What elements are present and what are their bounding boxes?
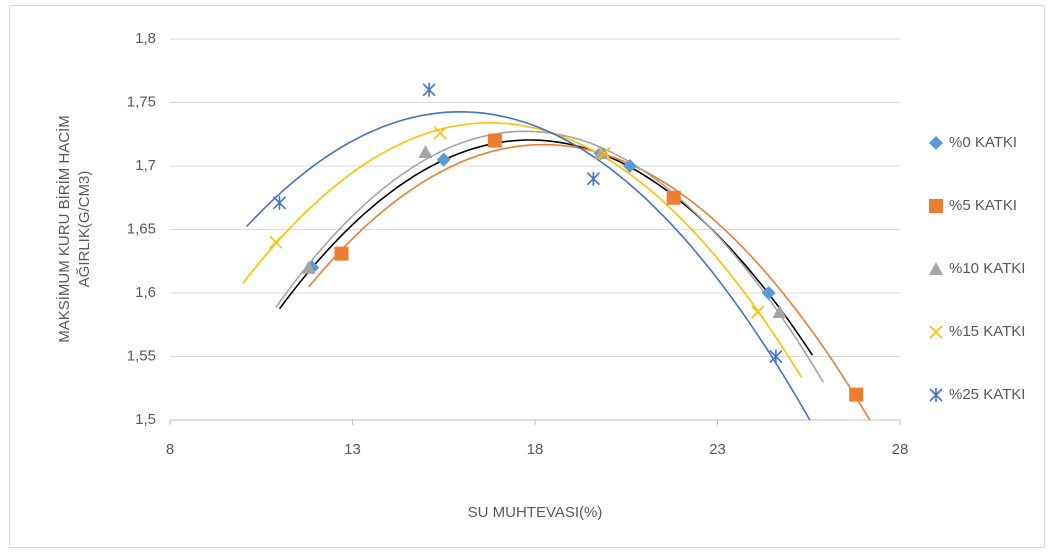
marker: [769, 349, 783, 364]
marker: [666, 190, 681, 205]
chart-border: [9, 5, 1045, 548]
trendline: [246, 110, 811, 420]
trendline: [242, 122, 803, 378]
legend-label: %10 KATKI: [949, 260, 1025, 277]
marker: [422, 82, 436, 97]
marker: [622, 159, 637, 173]
marker: [301, 260, 316, 274]
legend-label: %25 KATKI: [949, 386, 1025, 403]
y-tick-label: 1,65: [127, 220, 156, 237]
marker: [269, 235, 283, 249]
marker: [593, 146, 608, 160]
legend-label: %15 KATKI: [949, 323, 1025, 340]
marker: [929, 325, 943, 339]
y-tick-label: 1,75: [127, 93, 156, 110]
marker: [433, 126, 447, 140]
x-tick-label: 28: [892, 441, 909, 458]
marker: [772, 305, 787, 319]
marker: [761, 286, 776, 300]
x-tick-label: 23: [709, 441, 726, 458]
x-axis-title: SU MUHTEVASI(%): [468, 504, 603, 521]
marker: [849, 387, 864, 402]
marker: [418, 145, 433, 159]
marker: [334, 246, 349, 261]
marker: [272, 195, 287, 210]
legend-label: %0 KATKI: [949, 134, 1017, 151]
marker: [929, 262, 943, 275]
y-tick-label: 1,8: [135, 30, 156, 47]
x-tick-label: 18: [527, 441, 544, 458]
marker: [929, 199, 943, 213]
y-axis-title-line: AĞIRLIK(G/CM3): [76, 171, 93, 288]
marker: [929, 388, 943, 402]
marker: [751, 305, 765, 319]
trendline: [275, 130, 824, 383]
marker: [586, 171, 600, 186]
y-tick-label: 1,55: [127, 347, 156, 364]
y-axis-title: MAKSİMUM KURU BİRİM HACİM AĞIRLIK(G/CM3): [55, 115, 93, 343]
legend-label: %5 KATKI: [949, 197, 1017, 214]
y-tick-label: 1,6: [135, 284, 156, 301]
marker: [929, 136, 943, 150]
marker: [597, 146, 611, 160]
x-tick-label: 13: [344, 441, 361, 458]
y-axis-title-line: MAKSİMUM KURU BİRİM HACİM: [55, 115, 73, 343]
marker: [487, 133, 502, 148]
y-tick-label: 1,7: [135, 157, 156, 174]
x-tick-label: 8: [166, 441, 174, 458]
y-tick-label: 1,5: [135, 411, 156, 428]
marker: [436, 152, 451, 167]
